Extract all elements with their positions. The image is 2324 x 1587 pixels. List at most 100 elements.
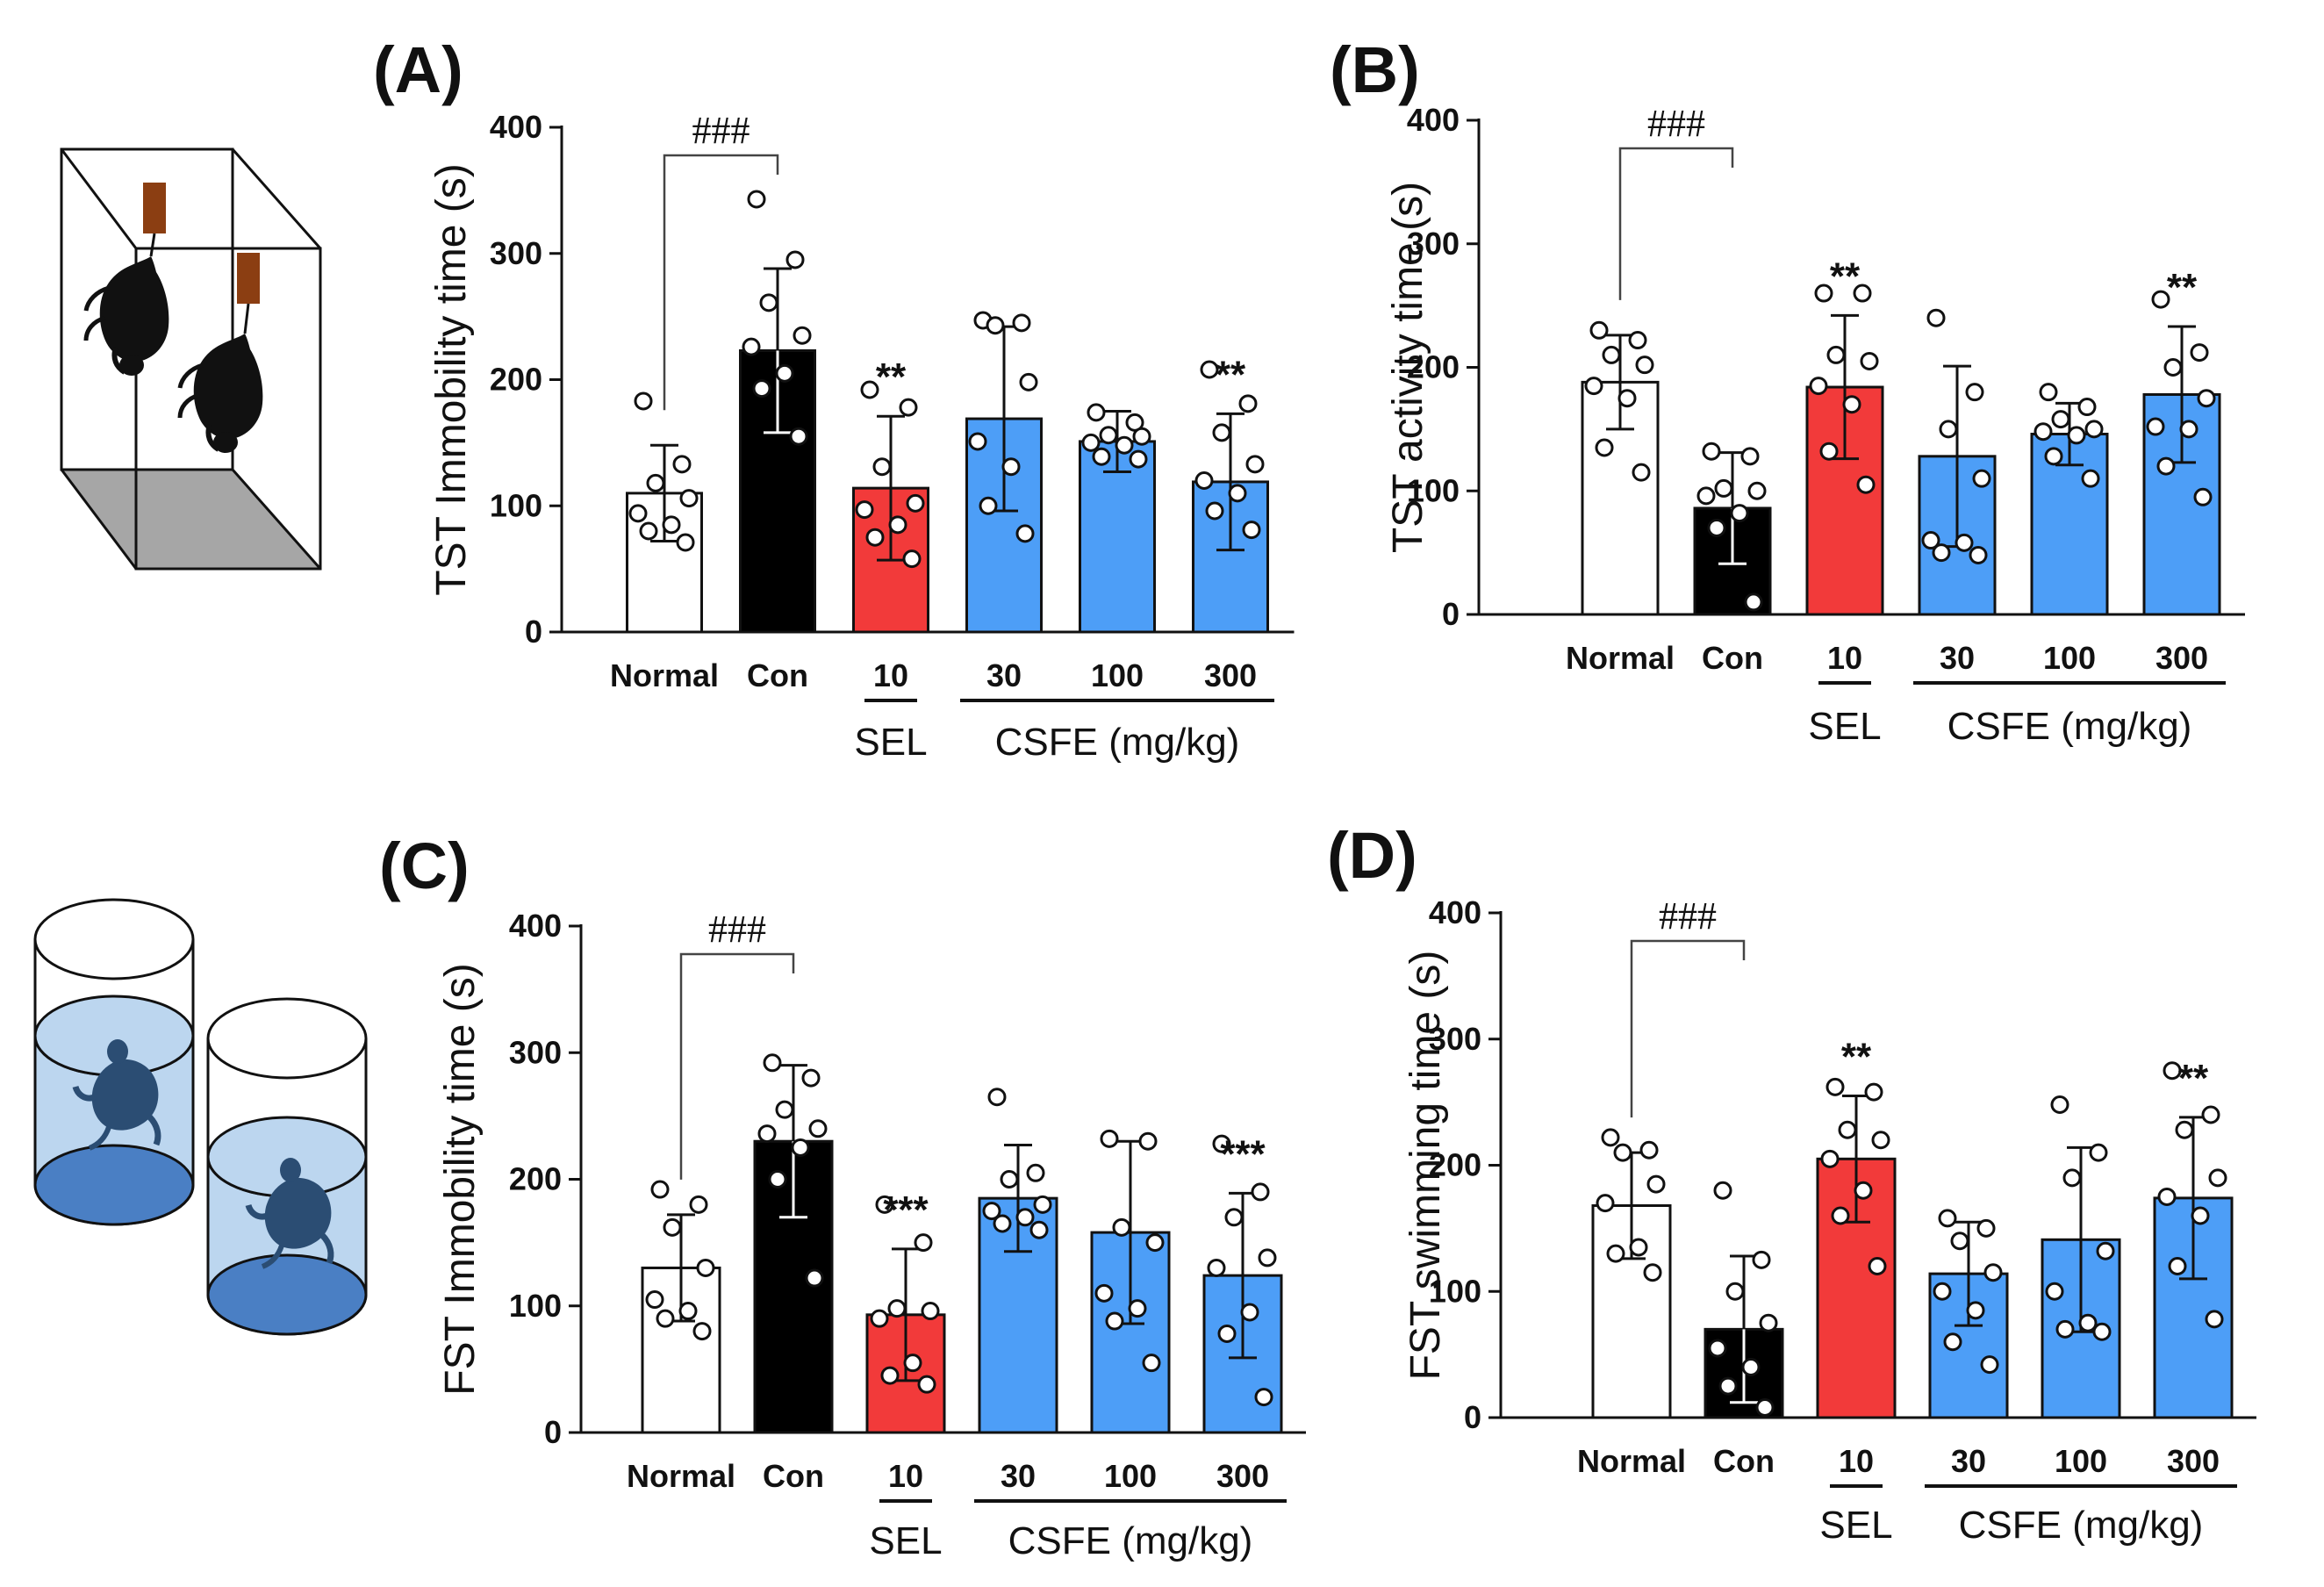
data-point <box>860 380 879 399</box>
significance-label: *** <box>883 1188 929 1232</box>
data-point <box>1087 403 1106 422</box>
data-point <box>1864 1082 1883 1102</box>
data-point <box>1853 284 1872 303</box>
data-point <box>2055 1319 2075 1339</box>
data-point <box>903 1354 922 1373</box>
data-point <box>789 427 808 446</box>
data-point <box>2201 1105 2220 1124</box>
data-point <box>1251 1182 1270 1202</box>
data-point <box>1983 1263 2003 1282</box>
data-point <box>1708 1339 1727 1358</box>
data-point <box>1854 1181 1873 1200</box>
data-point <box>2084 420 2104 439</box>
data-point <box>676 533 695 552</box>
data-point <box>1809 377 1828 396</box>
data-point <box>1755 1398 1775 1417</box>
data-point <box>1000 1170 1019 1188</box>
x-tick-label: 30 <box>986 657 1022 693</box>
tail-suspension-test-illustration <box>60 147 322 571</box>
data-point <box>1933 1282 1952 1301</box>
chart-panel-c: (C) FST Immobility time (s) 0 100 200 300 400 N… <box>379 829 1306 1562</box>
data-point <box>650 1180 670 1199</box>
data-point <box>1242 521 1261 540</box>
data-point <box>1207 1258 1226 1277</box>
data-point <box>1639 1140 1659 1160</box>
significance-label: ** <box>1216 353 1246 396</box>
data-point <box>1606 1244 1625 1263</box>
y-tick-label: 200 <box>490 362 542 398</box>
x-tick-label: 100 <box>1104 1458 1157 1494</box>
data-point <box>1628 331 1647 350</box>
data-point <box>979 496 998 515</box>
data-point <box>1105 1311 1124 1331</box>
data-point <box>679 489 699 508</box>
box-floor <box>61 470 320 569</box>
data-point <box>982 1202 1001 1221</box>
x-tick-label: Con <box>1713 1443 1775 1479</box>
data-point <box>1240 1303 1259 1322</box>
x-tick-label: 10 <box>1827 640 1862 676</box>
data-point <box>1932 543 1951 563</box>
bracket-label: ### <box>692 109 750 152</box>
data-point <box>759 293 778 312</box>
x-tick-label: 100 <box>2055 1443 2107 1479</box>
bracket-label: ### <box>1659 894 1717 937</box>
data-point <box>2191 1206 2210 1225</box>
data-point <box>646 473 665 492</box>
data-point <box>2168 1257 2187 1275</box>
x-tick-label: 300 <box>1204 657 1257 693</box>
data-point <box>1646 1174 1666 1194</box>
data-point <box>1965 383 1984 402</box>
data-point <box>1819 442 1839 461</box>
data-point <box>1980 1355 1999 1375</box>
data-point <box>1702 442 1721 461</box>
data-point <box>793 326 812 345</box>
x-tick-label: Normal <box>610 657 719 693</box>
mouse-tail-suspension-icon <box>86 256 169 376</box>
data-point <box>2067 426 2086 445</box>
data-point <box>1860 351 1879 370</box>
data-point <box>1629 1238 1648 1257</box>
y-tick-label: 0 <box>525 614 542 650</box>
data-point <box>986 316 1005 335</box>
group-label: CSFE (mg/kg) <box>1947 705 2192 748</box>
data-point <box>801 1068 821 1088</box>
x-tick-label: 10 <box>888 1458 923 1494</box>
data-point <box>1871 1131 1890 1150</box>
significance-label: ** <box>1841 1035 1872 1078</box>
data-point <box>1696 486 1716 506</box>
data-point <box>663 1217 682 1237</box>
mouse-tail-suspension-icon <box>180 334 262 453</box>
forced-swim-test-illustration <box>33 898 368 1336</box>
data-point <box>2077 398 2097 417</box>
data-point <box>872 457 892 477</box>
data-point <box>880 1366 900 1385</box>
data-point <box>2179 420 2198 439</box>
y-tick-label: 200 <box>1429 1147 1481 1183</box>
data-point <box>692 1322 712 1341</box>
data-point <box>1730 504 1749 523</box>
panel-label: (D) <box>1327 819 1417 892</box>
y-tick-label: 200 <box>1407 349 1460 385</box>
data-point <box>747 190 766 209</box>
data-point <box>1707 518 1726 537</box>
data-point <box>2175 1120 2194 1139</box>
panel-label: (C) <box>379 829 470 902</box>
box-frame <box>60 147 322 571</box>
data-point <box>1926 308 1946 327</box>
data-point <box>1132 427 1151 446</box>
data-point <box>1217 1324 1237 1343</box>
data-point <box>2190 343 2209 363</box>
data-point <box>2044 447 2063 466</box>
data-point <box>1094 1283 1114 1303</box>
y-tick-label: 100 <box>490 487 542 523</box>
y-axis-label: TST Immobility time (s) <box>428 163 475 595</box>
data-point <box>1868 1257 1887 1275</box>
data-point <box>1713 1181 1732 1200</box>
data-point <box>1856 475 1876 494</box>
data-point <box>1145 1233 1165 1253</box>
data-point <box>742 337 761 356</box>
data-point <box>875 1195 894 1214</box>
x-tick-label: 30 <box>1951 1443 1986 1479</box>
data-point <box>1838 1120 1857 1139</box>
